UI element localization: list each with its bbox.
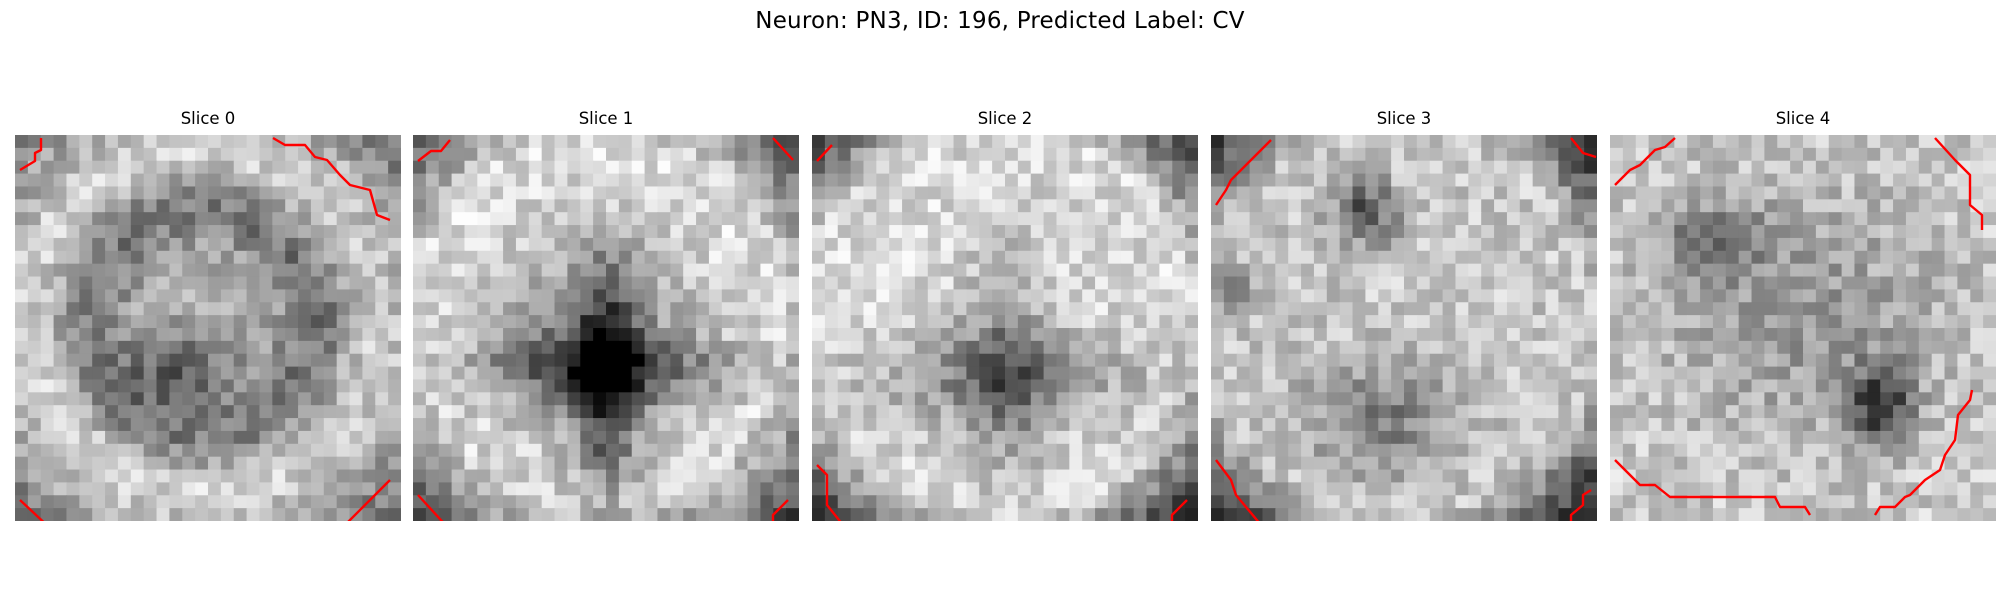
red-contour-line	[771, 499, 789, 521]
slice-image	[1610, 135, 1996, 521]
slice-panel-2: Slice 2	[812, 107, 1198, 521]
red-contour-line	[1614, 137, 1676, 186]
red-contour-line	[772, 137, 794, 161]
red-contour-line	[1170, 499, 1188, 521]
red-contour-line	[1873, 389, 1974, 516]
slice-title: Slice 4	[1775, 109, 1831, 128]
grayscale-slice-image	[1211, 135, 1597, 521]
red-contour-line	[19, 138, 43, 172]
grayscale-slice-image	[1610, 135, 1996, 521]
red-contour-line	[417, 494, 444, 521]
grayscale-slice-image	[15, 135, 401, 521]
red-contour-line	[417, 139, 451, 162]
red-contour-line	[816, 144, 833, 162]
red-contour-line	[1215, 459, 1260, 521]
red-contour-line	[1934, 137, 1984, 230]
red-contour-line	[19, 499, 45, 521]
slice-title: Slice 3	[1376, 109, 1432, 128]
red-contour-line	[1614, 459, 1812, 516]
slice-image	[413, 135, 799, 521]
slice-image	[15, 135, 401, 521]
slice-image	[812, 135, 1198, 521]
red-contour-line	[272, 136, 391, 222]
slice-title: Slice 1	[578, 109, 634, 128]
red-contour-line	[1569, 488, 1592, 521]
slice-title: Slice 0	[180, 109, 236, 128]
red-contour-line	[1215, 139, 1272, 206]
slice-panel-3: Slice 3	[1211, 107, 1597, 521]
red-contour-line	[1570, 137, 1597, 159]
slice-image	[1211, 135, 1597, 521]
grayscale-slice-image	[812, 135, 1198, 521]
grayscale-slice-image	[413, 135, 799, 521]
red-contour-line	[816, 464, 842, 521]
red-contour-line	[347, 479, 391, 521]
slice-panel-4: Slice 4	[1610, 107, 1996, 521]
slice-panel-0: Slice 0	[15, 107, 401, 521]
figure-title: Neuron: PN3, ID: 196, Predicted Label: C…	[755, 8, 1245, 34]
slice-title: Slice 2	[977, 109, 1033, 128]
slice-panel-1: Slice 1	[413, 107, 799, 521]
